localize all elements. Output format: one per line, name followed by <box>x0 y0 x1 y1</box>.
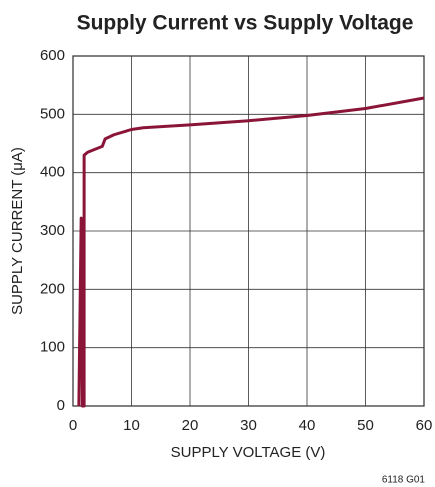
x-tick-label: 40 <box>299 417 316 434</box>
y-axis-label: SUPPLY CURRENT (μA) <box>9 147 26 315</box>
chart-title: Supply Current vs Supply Voltage <box>77 12 414 35</box>
y-tick-label: 500 <box>40 105 65 122</box>
x-tick-label: 10 <box>123 417 140 434</box>
x-tick-label: 20 <box>182 417 199 434</box>
x-axis-label: SUPPLY VOLTAGE (V) <box>171 444 326 461</box>
y-tick-label: 200 <box>40 280 65 297</box>
x-tick-label: 60 <box>416 417 433 434</box>
x-tick-label: 30 <box>240 417 257 434</box>
y-tick-label: 100 <box>40 339 65 356</box>
y-tick-label: 600 <box>40 47 65 64</box>
y-tick-label: 300 <box>40 222 65 239</box>
figure-note: 6118 G01 <box>382 475 426 486</box>
y-tick-label: 400 <box>40 164 65 181</box>
data-line <box>77 96 425 408</box>
x-tick-label: 50 <box>357 417 374 434</box>
y-tick-label: 0 <box>57 397 65 414</box>
x-tick-label: 0 <box>69 417 77 434</box>
